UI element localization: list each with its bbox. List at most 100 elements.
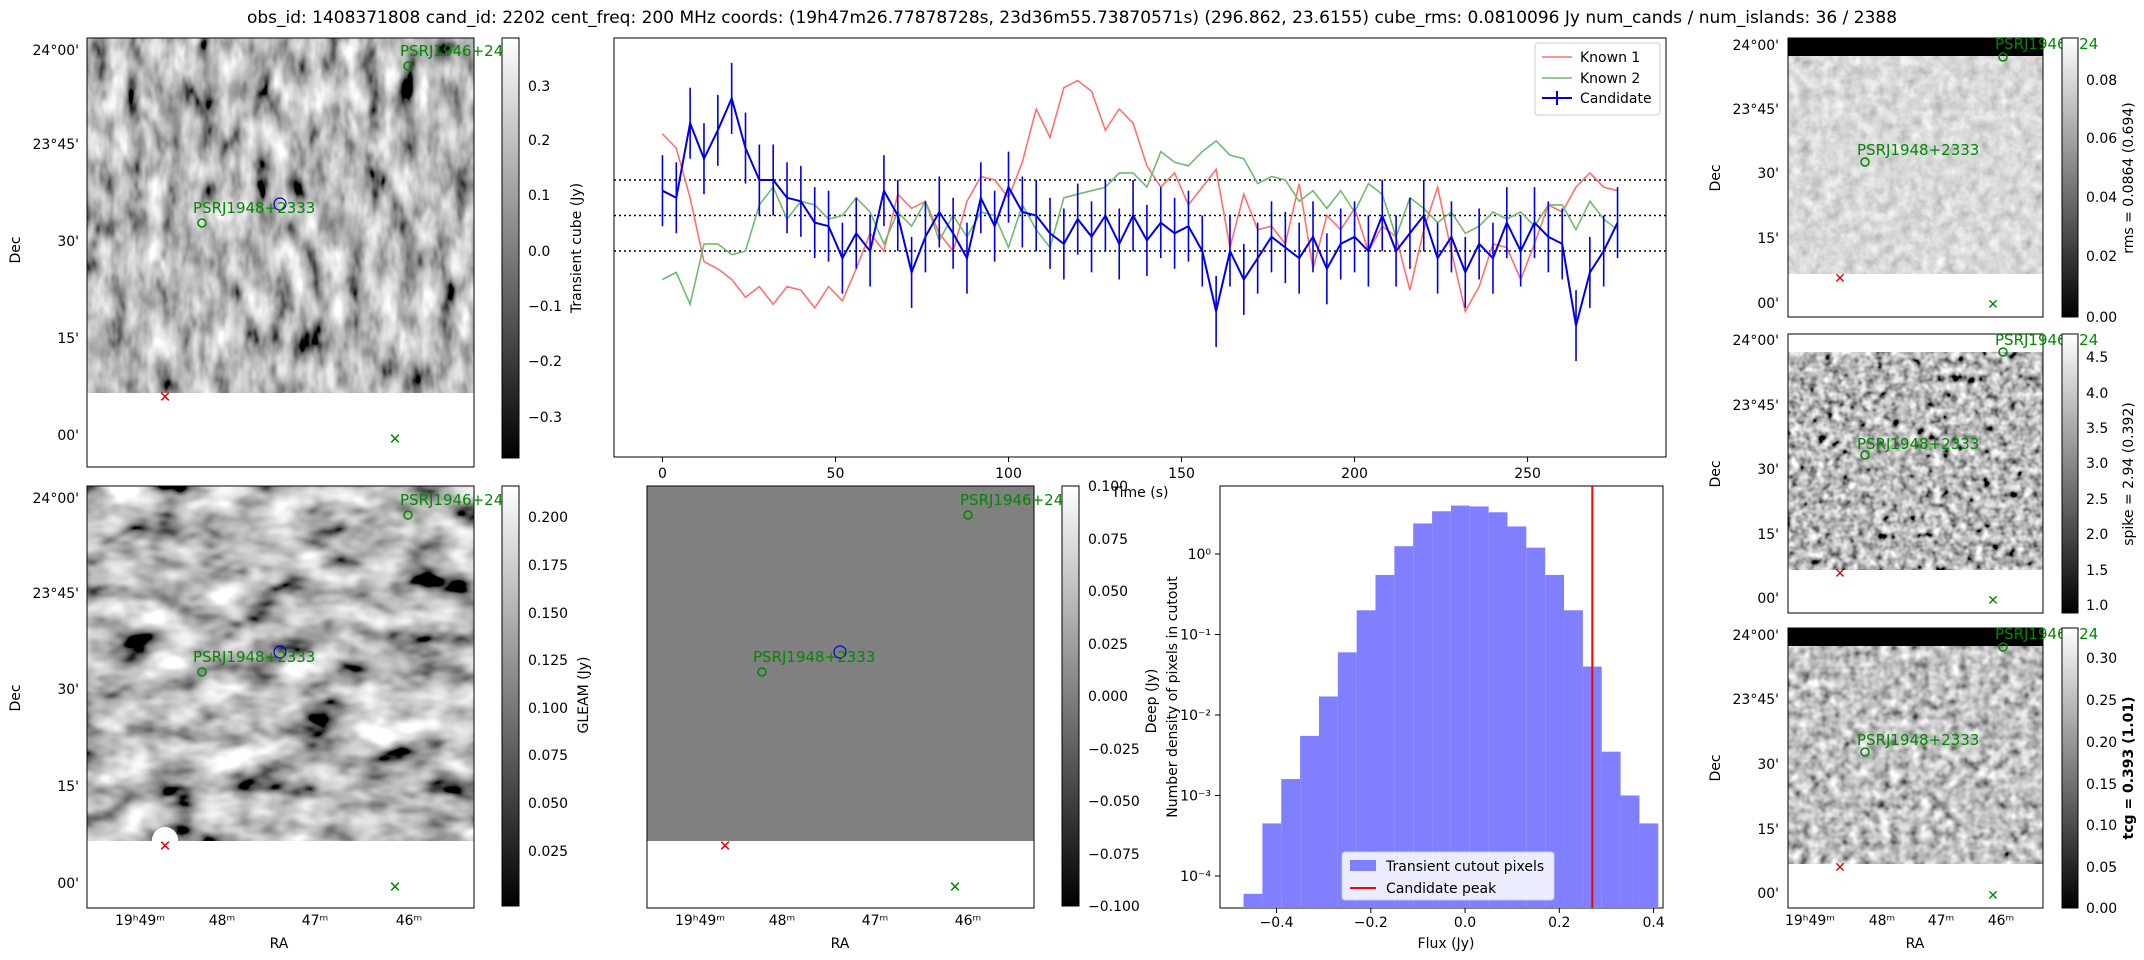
lc-legend: Known 1 Known 2 Candidate <box>1534 42 1661 116</box>
colorbar-label: Transient cube (Jy) <box>569 183 585 314</box>
colorbar-tick: 0.175 <box>528 558 568 574</box>
colorbar-tick: 0.20 <box>2086 735 2117 751</box>
colorbar-tick: 0.00 <box>2086 310 2117 326</box>
x-tick-label: 0.0 <box>1454 915 1476 931</box>
colorbar-deep <box>1061 485 1080 907</box>
colorbar-tick: 0.050 <box>1088 584 1128 600</box>
hist-bar <box>1262 823 1282 908</box>
panel-gleam-image: PSRJ1946+24 PSRJ1948+2333 ✕ ✕ 24°00' 23°… <box>8 485 592 952</box>
colorbar-tick: 0.125 <box>528 653 568 669</box>
y-tick-label: 10⁻¹ <box>1180 628 1211 644</box>
hist-xlabel: Flux (Jy) <box>1418 936 1475 952</box>
ra-tick: 19ʰ49ᵐ <box>1785 913 1835 929</box>
x-tick-label: 0.4 <box>1642 915 1664 931</box>
pulsar-marker <box>403 510 413 520</box>
ra-tick: 48ᵐ <box>769 913 796 929</box>
dec-tick: 23°45' <box>1733 102 1779 118</box>
ra-axis-label: RA <box>270 936 289 952</box>
hist-bar <box>1488 512 1508 908</box>
colorbar-tick: 0.3 <box>528 79 550 95</box>
colorbar-tick: −0.100 <box>1088 899 1140 915</box>
colorbar-tick: 0.10 <box>2086 818 2117 834</box>
dec-tick: 00' <box>57 428 79 444</box>
dec-tick: 30' <box>1757 462 1779 478</box>
colorbar-tick: 2.0 <box>2086 527 2108 543</box>
red-x-marker: ✕ <box>159 837 172 855</box>
hist-bar <box>1243 893 1263 908</box>
deep-image <box>647 486 1034 841</box>
ra-axis-label: RA <box>1906 936 1925 952</box>
pulsar-marker <box>963 510 973 520</box>
pulsar-marker <box>1998 52 2008 62</box>
colorbar-label: spike = 2.94 (0.392) <box>2121 402 2137 546</box>
pulsar-marker <box>403 61 413 71</box>
green-x-marker: ✕ <box>389 430 402 448</box>
colorbar-tick: 0.02 <box>2086 249 2117 265</box>
hist-bar <box>1356 610 1376 908</box>
pulsar-label: PSRJ1948+2333 <box>753 648 875 666</box>
dec-tick: 30' <box>1757 166 1779 182</box>
panel-histogram: −0.4 −0.2 0.0 0.2 0.4 10⁰ 10⁻¹ 10⁻² 10⁻³ 10⁻⁴ Flu… <box>1165 485 1665 952</box>
dec-axis-label: Dec <box>8 236 24 263</box>
red-x-marker: ✕ <box>1834 566 1846 582</box>
legend-entry: Transient cutout pixels <box>1385 859 1544 875</box>
dec-tick: 24°00' <box>1733 628 1779 644</box>
ra-tick: 46ᵐ <box>396 913 423 929</box>
series-line-known-1 <box>661 79 1618 314</box>
hist-bar <box>1394 546 1414 908</box>
pulsar-marker <box>1860 157 1870 167</box>
colorbar-tick: 0.08 <box>2086 73 2117 89</box>
hist-legend: Transient cutout pixels Candidate peak <box>1341 851 1555 901</box>
pulsar-label: PSRJ1948+2333 <box>193 199 315 217</box>
pulsar-label: PSRJ1946+24 <box>960 491 1063 509</box>
colorbar-tick: −0.3 <box>528 410 562 426</box>
dec-tick: 15' <box>1757 231 1779 247</box>
green-x-marker: ✕ <box>389 878 402 896</box>
colorbar-label: tcg = 0.393 (1.01) <box>2121 697 2137 840</box>
colorbar-tick: 0.04 <box>2086 190 2117 206</box>
ra-tick: 47ᵐ <box>862 913 889 929</box>
red-x-marker: ✕ <box>1834 860 1846 876</box>
red-x-marker: ✕ <box>1834 271 1846 287</box>
x-tick-label: 250 <box>1514 466 1541 482</box>
hist-bar <box>1413 523 1433 908</box>
panel-rms-image: PSRJ1946+24 PSRJ1948+2333 ✕ ✕ 24°00' 23°… <box>1708 35 2137 326</box>
dec-tick: 23°45' <box>1733 692 1779 708</box>
pulsar-marker <box>1860 747 1870 757</box>
dec-tick: 15' <box>1757 527 1779 543</box>
colorbar-tcg <box>2061 627 2079 909</box>
red-x-marker: ✕ <box>159 388 172 406</box>
panel-transient-image: PSRJ1946+24 PSRJ1948+2333 ✕ ✕ 24°00' 23°… <box>8 37 585 468</box>
dec-tick: 30' <box>57 682 79 698</box>
colorbar-tick: 3.0 <box>2086 456 2108 472</box>
hist-bar <box>1337 652 1357 908</box>
colorbar-tick: 0.100 <box>1088 479 1128 495</box>
legend-entry: Known 1 <box>1580 50 1640 66</box>
legend-entry: Candidate peak <box>1386 881 1497 897</box>
pulsar-label: PSRJ1946+24 <box>400 42 503 60</box>
hist-bar <box>1620 795 1640 908</box>
ra-tick: 47ᵐ <box>302 913 329 929</box>
ra-tick: 48ᵐ <box>209 913 236 929</box>
dec-axis-label: Dec <box>1708 754 1724 781</box>
x-tick-label: 50 <box>827 466 845 482</box>
colorbar-tick: 0.075 <box>528 748 568 764</box>
dec-tick: 15' <box>57 331 79 347</box>
x-tick-label: −0.4 <box>1260 915 1294 931</box>
pulsar-marker <box>197 218 207 228</box>
ra-tick: 19ʰ49ᵐ <box>675 913 725 929</box>
colorbar-spike <box>2061 333 2079 614</box>
hist-bar <box>1639 823 1659 908</box>
candidate-marker <box>833 645 847 659</box>
x-tick-label: −0.2 <box>1354 915 1388 931</box>
colorbar-rms <box>2061 37 2079 318</box>
colorbar-tick: −0.2 <box>528 354 562 370</box>
dec-tick: 30' <box>1757 757 1779 773</box>
colorbar-tick: 0.06 <box>2086 131 2117 147</box>
hist-bar <box>1601 751 1621 908</box>
dec-axis-label: Dec <box>1708 460 1724 487</box>
colorbar-tick: 4.0 <box>2086 386 2108 402</box>
y-tick-label: 10⁰ <box>1188 547 1212 563</box>
colorbar-tick: 0.075 <box>1088 532 1128 548</box>
colorbar-tick: 1.0 <box>2086 598 2108 614</box>
